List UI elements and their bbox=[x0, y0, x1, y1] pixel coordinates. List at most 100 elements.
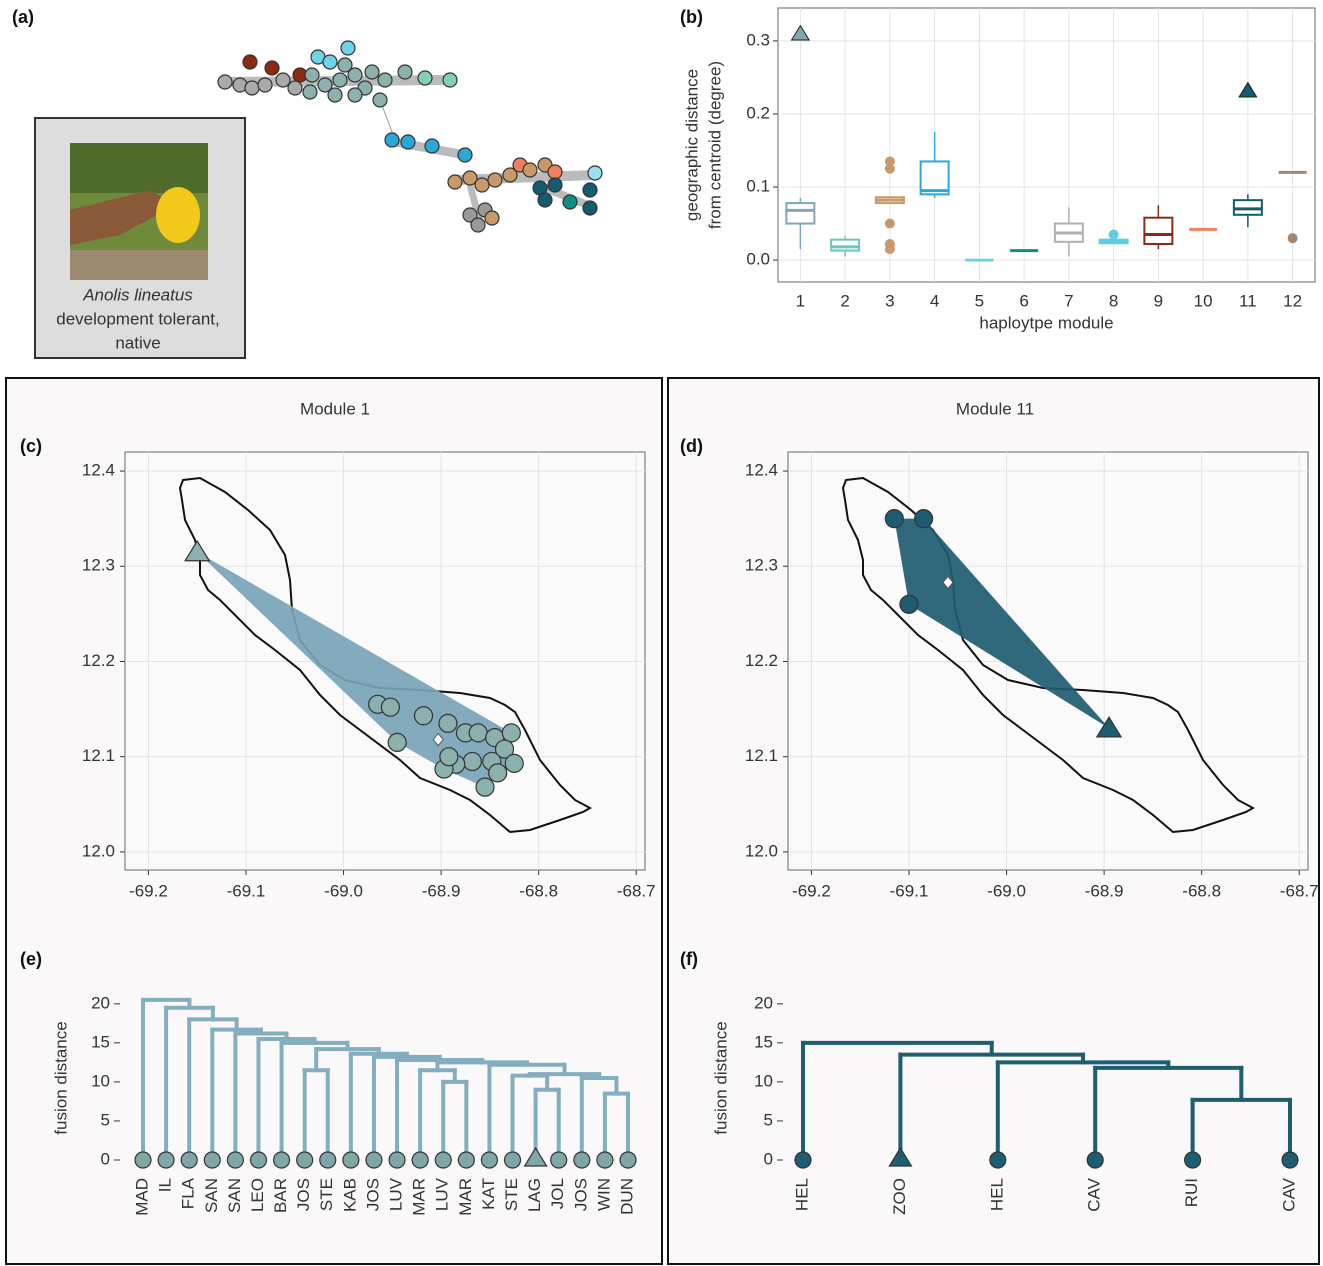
y-tick-label: 5 bbox=[101, 1110, 110, 1129]
x-tick-label: 4 bbox=[930, 291, 939, 310]
outlier bbox=[790, 24, 811, 41]
x-tick-label: -68.8 bbox=[519, 881, 558, 900]
point bbox=[380, 697, 400, 717]
y-tick-label: 0 bbox=[101, 1149, 110, 1168]
x-tick-label: 9 bbox=[1154, 291, 1163, 310]
point bbox=[899, 594, 919, 614]
leaf-label: DUN bbox=[617, 1178, 636, 1215]
point bbox=[501, 723, 521, 743]
outlier bbox=[884, 244, 895, 255]
x-tick-label: -68.9 bbox=[1085, 881, 1124, 900]
x-tick-label: -69.2 bbox=[129, 881, 168, 900]
leaf bbox=[457, 1151, 475, 1169]
leaf-label: JOL bbox=[548, 1178, 567, 1209]
y-tick-label: 12.3 bbox=[82, 556, 115, 575]
x-tick-label: -68.7 bbox=[1280, 881, 1319, 900]
point bbox=[462, 751, 482, 772]
y-tick-label: 12.0 bbox=[82, 841, 115, 860]
leaf bbox=[388, 1151, 406, 1169]
leaf-label: SAN bbox=[225, 1178, 244, 1213]
outlier bbox=[884, 163, 895, 174]
leaf bbox=[434, 1151, 452, 1169]
box bbox=[830, 238, 861, 252]
point bbox=[494, 739, 515, 759]
leaf-label: JOS bbox=[294, 1178, 313, 1211]
point bbox=[468, 723, 488, 743]
outlier bbox=[1287, 233, 1298, 244]
x-tick-label: 3 bbox=[885, 291, 894, 310]
panel-label: (e) bbox=[20, 949, 42, 969]
leaf bbox=[249, 1151, 268, 1169]
outlier bbox=[1238, 81, 1258, 98]
y-tick-label: 12.2 bbox=[82, 651, 115, 670]
point bbox=[439, 747, 459, 767]
leaf bbox=[480, 1151, 499, 1169]
leaf bbox=[596, 1151, 614, 1169]
y-tick-label: 0 bbox=[764, 1149, 773, 1168]
panel-label: (f) bbox=[680, 949, 698, 969]
leaf-label: JOS bbox=[571, 1178, 590, 1211]
leaf-label: MAR bbox=[410, 1178, 429, 1216]
leaf-label: ZOO bbox=[890, 1178, 909, 1215]
point bbox=[413, 706, 434, 726]
leaf bbox=[619, 1151, 637, 1169]
y-tick-label: 12.1 bbox=[82, 746, 115, 765]
leaf bbox=[180, 1151, 198, 1169]
leaf bbox=[134, 1151, 152, 1169]
leaf bbox=[523, 1146, 548, 1167]
leaf-label: STE bbox=[502, 1178, 521, 1211]
leaf bbox=[296, 1151, 314, 1169]
outlier bbox=[884, 218, 895, 229]
leaf-label: MAR bbox=[456, 1178, 475, 1216]
x-tick-label: -68.9 bbox=[422, 881, 461, 900]
leaf-label: FLA bbox=[179, 1177, 198, 1209]
y-tick-label: 10 bbox=[754, 1071, 773, 1090]
leaf-label: KAB bbox=[340, 1178, 359, 1212]
outlier bbox=[884, 156, 895, 167]
species-name: Anolis lineatus bbox=[82, 285, 193, 304]
box bbox=[785, 202, 816, 225]
leaf bbox=[1183, 1151, 1202, 1169]
y-tick-label: 10 bbox=[91, 1071, 110, 1090]
point bbox=[184, 539, 211, 562]
leaf bbox=[319, 1151, 337, 1169]
centroid bbox=[942, 575, 954, 590]
leaf-label: MAD bbox=[132, 1178, 151, 1216]
point bbox=[488, 763, 508, 783]
y-tick-label: 12.4 bbox=[745, 461, 778, 480]
leaf bbox=[989, 1151, 1007, 1169]
y-axis-label: fusion distance bbox=[711, 1021, 730, 1134]
box bbox=[1143, 216, 1174, 246]
y-tick-label: 0.0 bbox=[746, 250, 770, 269]
x-tick-label: 8 bbox=[1109, 291, 1118, 310]
x-tick-label: 5 bbox=[975, 291, 984, 310]
leaf bbox=[1281, 1151, 1299, 1169]
y-tick-label: 15 bbox=[754, 1032, 773, 1051]
species-caption: development tolerant, bbox=[56, 309, 220, 328]
x-tick-label: 10 bbox=[1194, 291, 1213, 310]
leaf-label: KAT bbox=[479, 1178, 498, 1210]
y-tick-label: 12.3 bbox=[745, 556, 778, 575]
panel-title: Module 11 bbox=[956, 399, 1034, 418]
y-tick-label: 0.2 bbox=[746, 103, 770, 122]
point bbox=[884, 509, 904, 529]
y-tick-label: 12.2 bbox=[745, 651, 778, 670]
leaf bbox=[573, 1151, 591, 1169]
leaf-label: LUV bbox=[387, 1177, 406, 1211]
leaf-label: CAV bbox=[1085, 1177, 1104, 1211]
dendrogram-branches bbox=[141, 997, 630, 1162]
leaf bbox=[1086, 1151, 1104, 1169]
leaf-label: LUV bbox=[433, 1177, 452, 1211]
leaf-label: CAV bbox=[1279, 1177, 1298, 1211]
plot-area bbox=[777, 7, 1316, 283]
leaf-label: LAG bbox=[525, 1178, 544, 1212]
point bbox=[475, 777, 495, 797]
y-tick-label: 0.1 bbox=[746, 176, 770, 195]
box bbox=[919, 160, 950, 196]
x-tick-label: -69.0 bbox=[324, 881, 363, 900]
leaf-label: HEL bbox=[792, 1178, 811, 1211]
panel-label: (c) bbox=[20, 436, 42, 456]
panel-label: (b) bbox=[680, 7, 703, 27]
leaf-label: HEL bbox=[987, 1178, 1006, 1211]
x-tick-label: 1 bbox=[796, 291, 805, 310]
